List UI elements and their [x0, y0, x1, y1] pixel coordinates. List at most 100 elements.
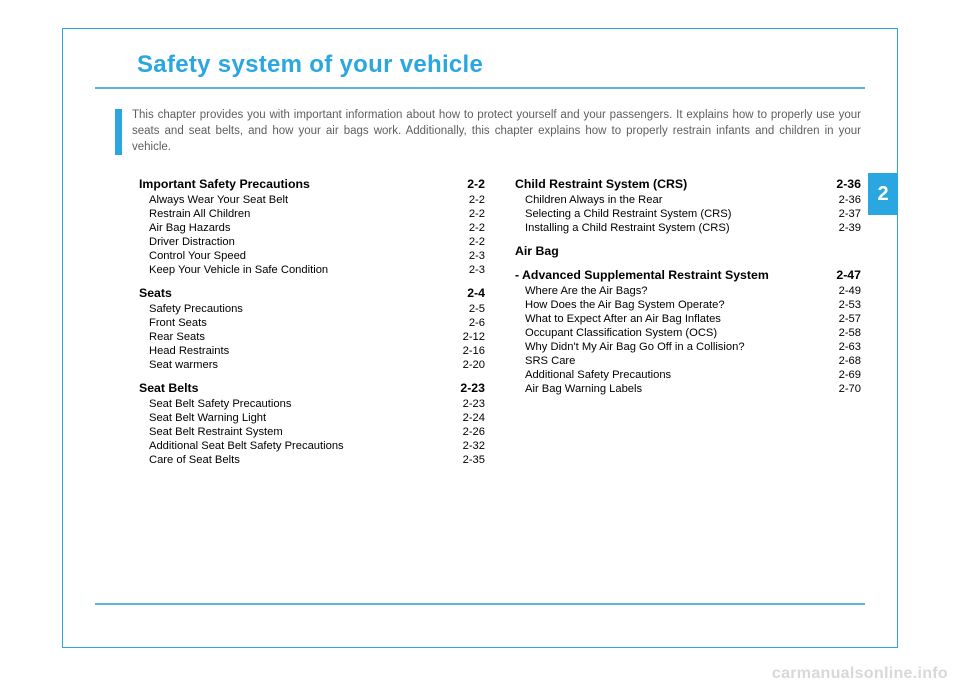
toc-page-ref: 2-70: [839, 383, 861, 395]
toc-label: Air Bag Warning Labels: [525, 383, 642, 395]
toc-page-ref: 2-2: [469, 208, 485, 220]
watermark: carmanualsonline.info: [772, 665, 948, 683]
toc-label: Where Are the Air Bags?: [525, 285, 648, 297]
toc-label: Control Your Speed: [149, 250, 246, 262]
toc-right-column: Child Restraint System (CRS) 2-36 Children…: [515, 177, 861, 468]
intro-block: This chapter provides you with important…: [115, 107, 861, 155]
toc-subitem: Seat Belt Warning Light 2-24: [149, 412, 485, 424]
toc-page-ref: 2-57: [839, 313, 861, 325]
title-rule: [95, 87, 865, 89]
toc-label: - Advanced Supplemental Restraint System: [515, 268, 769, 282]
toc-label: Why Didn't My Air Bag Go Off in a Collis…: [525, 341, 745, 353]
toc-label: Seat Belt Safety Precautions: [149, 398, 291, 410]
toc-page-ref: 2-47: [836, 268, 861, 282]
toc-label: Air Bag: [515, 244, 559, 258]
toc-subitem: Occupant Classification System (OCS) 2-58: [525, 327, 861, 339]
toc-page-ref: 2-39: [839, 222, 861, 234]
toc-subitem: Driver Distraction 2-2: [149, 236, 485, 248]
page-frame: Safety system of your vehicle This chapt…: [62, 28, 898, 648]
toc-page-ref: 2-23: [463, 398, 485, 410]
toc-subitem: Additional Safety Precautions 2-69: [525, 369, 861, 381]
toc-label: Front Seats: [149, 317, 207, 329]
toc-label: Seat Belt Warning Light: [149, 412, 266, 424]
toc-heading: Child Restraint System (CRS) 2-36: [515, 177, 861, 191]
toc-subitem: Children Always in the Rear2-36: [525, 194, 861, 206]
toc-subitem: Where Are the Air Bags? 2-49: [525, 285, 861, 297]
toc-label: What to Expect After an Air Bag Inflates: [525, 313, 721, 325]
toc-page-ref: 2-37: [839, 208, 861, 220]
bottom-rule: [95, 603, 865, 605]
toc-label: Selecting a Child Restraint System (CRS): [525, 208, 731, 220]
toc-subitem: What to Expect After an Air Bag Inflates…: [525, 313, 861, 325]
toc-columns: Important Safety Precautions 2-2 Always We…: [139, 177, 861, 468]
toc-subitem: How Does the Air Bag System Operate? 2-53: [525, 299, 861, 311]
toc-page-ref: 2-63: [839, 341, 861, 353]
toc-subitem: Rear Seats 2-12: [149, 331, 485, 343]
toc-label: Always Wear Your Seat Belt: [149, 194, 288, 206]
toc-page-ref: 2-3: [469, 250, 485, 262]
toc-label: How Does the Air Bag System Operate?: [525, 299, 725, 311]
toc-subitem: Why Didn't My Air Bag Go Off in a Collis…: [525, 341, 861, 353]
toc-subitem: Selecting a Child Restraint System (CRS)…: [525, 208, 861, 220]
toc-subitem: Installing a Child Restraint System (CRS…: [525, 222, 861, 234]
toc-page-ref: 2-49: [839, 285, 861, 297]
toc-page-ref: 2-24: [463, 412, 485, 424]
toc-subitem: Keep Your Vehicle in Safe Condition 2-3: [149, 264, 485, 276]
intro-text: This chapter provides you with important…: [132, 107, 861, 155]
toc-page-ref: 2-16: [463, 345, 485, 357]
intro-accent-bar: [115, 109, 122, 155]
toc-label: Seats: [139, 286, 172, 300]
toc-page-ref: 2-3: [469, 264, 485, 276]
toc-subitem: Restrain All Children 2-2: [149, 208, 485, 220]
toc-heading: - Advanced Supplemental Restraint System…: [515, 268, 861, 282]
toc-page-ref: 2-68: [839, 355, 861, 367]
toc-label: Important Safety Precautions: [139, 177, 310, 191]
toc-page-ref: 2-26: [463, 426, 485, 438]
toc-page-ref: 2-58: [839, 327, 861, 339]
toc-page-ref: 2-53: [839, 299, 861, 311]
toc-page-ref: 2-36: [836, 177, 861, 191]
toc-subitem: Safety Precautions2-5: [149, 303, 485, 315]
toc-page-ref: 2-4: [467, 286, 485, 300]
toc-label: Additional Safety Precautions: [525, 369, 671, 381]
toc-label: Installing a Child Restraint System (CRS…: [525, 222, 730, 234]
toc-label: Head Restraints: [149, 345, 229, 357]
toc-subitem: Air Bag Warning Labels 2-70: [525, 383, 861, 395]
toc-label: SRS Care: [525, 355, 575, 367]
toc-label: Child Restraint System (CRS): [515, 177, 687, 191]
toc-subitem: Care of Seat Belts 2-35: [149, 454, 485, 466]
toc-page-ref: 2-2: [469, 236, 485, 248]
toc-heading: Air Bag: [515, 244, 861, 258]
toc-label: Seat warmers: [149, 359, 218, 371]
toc-subitem: Seat warmers 2-20: [149, 359, 485, 371]
toc-page-ref: 2-12: [463, 331, 485, 343]
toc-subitem: Air Bag Hazards2-2: [149, 222, 485, 234]
toc-page-ref: 2-2: [467, 177, 485, 191]
toc-heading: Seat Belts2-23: [139, 381, 485, 395]
toc-label: Occupant Classification System (OCS): [525, 327, 717, 339]
toc-page-ref: 2-69: [839, 369, 861, 381]
page-title: Safety system of your vehicle: [137, 51, 897, 79]
toc-label: Driver Distraction: [149, 236, 235, 248]
toc-subitem: Head Restraints 2-16: [149, 345, 485, 357]
toc-label: Care of Seat Belts: [149, 454, 240, 466]
toc-subitem: Seat Belt Safety Precautions 2-23: [149, 398, 485, 410]
toc-label: Rear Seats: [149, 331, 205, 343]
toc-page-ref: 2-35: [463, 454, 485, 466]
toc-label: Additional Seat Belt Safety Precautions: [149, 440, 344, 452]
toc-subitem: Always Wear Your Seat Belt2-2: [149, 194, 485, 206]
toc-subitem: SRS Care 2-68: [525, 355, 861, 367]
toc-page-ref: 2-32: [463, 440, 485, 452]
toc-label: Restrain All Children: [149, 208, 250, 220]
toc-page-ref: 2-23: [460, 381, 485, 395]
toc-page-ref: 2-2: [469, 222, 485, 234]
toc-label: Seat Belt Restraint System: [149, 426, 283, 438]
section-tab: 2: [868, 173, 898, 215]
toc-page-ref: 2-6: [469, 317, 485, 329]
toc-subitem: Seat Belt Restraint System 2-26: [149, 426, 485, 438]
toc-subitem: Control Your Speed 2-3: [149, 250, 485, 262]
toc-page-ref: 2-20: [463, 359, 485, 371]
toc-label: Children Always in the Rear: [525, 194, 662, 206]
toc-label: Keep Your Vehicle in Safe Condition: [149, 264, 328, 276]
toc-subitem: Additional Seat Belt Safety Precautions 2…: [149, 440, 485, 452]
